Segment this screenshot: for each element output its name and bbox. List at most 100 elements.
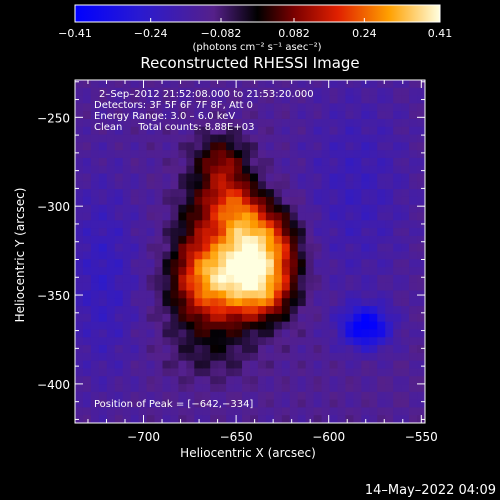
heatmap-cell [289,384,299,393]
heatmap-cell [98,274,108,284]
y-tick-label: −350 [37,289,70,303]
heatmap-cell [369,329,378,338]
heatmap-cell [337,157,347,167]
heatmap-cell [281,134,291,143]
heatmap-cell [345,165,355,175]
heatmap-cell [186,204,195,214]
heatmap-cell [242,360,251,370]
heatmap-cell [281,157,291,167]
heatmap-cell [281,103,291,112]
heatmap-cell [162,142,172,151]
heatmap-cell [186,329,195,338]
heatmap-cell [329,243,339,253]
heatmap-cell [210,298,219,307]
heatmap-cell [289,165,299,175]
heatmap-cell [313,134,323,143]
heatmap-cell [297,87,307,97]
heatmap-cell [401,80,410,89]
heatmap-cell [106,87,116,97]
heatmap-cell [369,407,378,416]
heatmap-cell [353,95,362,104]
heatmap-cell [210,376,219,385]
heatmap-cell [401,337,410,346]
heatmap-cell [409,212,418,221]
heatmap-cell [257,391,267,401]
heatmap-cell [265,329,275,338]
heatmap-cell [265,345,275,354]
heatmap-cell [353,267,362,276]
heatmap-cell [353,360,362,370]
plot-frame [74,79,426,424]
heatmap-cell [186,235,195,245]
heatmap-cell [226,212,235,221]
heatmap-cell [178,220,187,229]
heatmap-cell [313,189,323,198]
x-tick-label: −600 [312,430,345,444]
heatmap-cell [130,290,140,299]
heatmap-cell [369,274,378,284]
heatmap-cell [146,111,156,120]
heatmap-cell [186,376,195,385]
heatmap-cell [321,259,331,268]
heatmap-cell [273,274,283,284]
heatmap-cell [297,142,307,151]
heatmap-cell [273,126,283,136]
heatmap-cell [130,181,140,190]
heatmap-cell [353,142,362,151]
heatmap-cell [273,282,283,292]
heatmap-cell [265,267,275,276]
heatmap-cell [210,235,219,245]
heatmap-cell [146,415,156,423]
heatmap-cell [257,337,267,346]
heatmap-cell [321,142,331,151]
heatmap-cell [265,150,275,159]
heatmap-cell [273,352,283,362]
heatmap-cell [297,134,307,143]
heatmap-cell [146,134,156,143]
heatmap-cell [170,298,180,307]
heatmap-cell [98,235,108,245]
heatmap-cell [329,80,339,89]
heatmap-cell [82,111,92,120]
heatmap-cell [289,399,299,409]
heatmap-cell [154,407,164,416]
heatmap-cell [369,165,378,175]
heatmap-cell [146,243,156,253]
heatmap-cell [401,235,410,245]
heatmap-cell [138,87,148,97]
heatmap-cell [154,290,164,299]
heatmap-cell [337,111,347,120]
heatmap-cell [329,220,339,229]
heatmap-cell [218,87,227,97]
heatmap-cell [186,259,195,268]
heatmap-cell [345,259,355,268]
heatmap-cell [202,251,211,260]
heatmap-cell [194,267,203,276]
heatmap-cell [257,415,267,423]
heatmap-cell [385,290,394,299]
heatmap-cell [385,80,394,89]
heatmap-cell [409,235,418,245]
heatmap-cell [146,118,156,128]
heatmap-cell [361,376,370,385]
heatmap-cell [226,80,235,89]
heatmap-cell [98,306,108,315]
heatmap-cell [242,407,251,416]
heatmap-cell [329,306,339,315]
heatmap-cell [297,111,307,120]
heatmap-cell [130,87,140,97]
colorbar [74,4,441,23]
heatmap-cell [385,126,394,136]
heatmap-cell [75,251,84,260]
heatmap-cell [138,368,148,377]
heatmap-cell [250,267,259,276]
heatmap-cell [409,181,418,190]
heatmap-cell [106,313,116,323]
heatmap-cell [194,259,203,268]
heatmap-cell [146,282,156,292]
heatmap-cell [75,243,84,253]
heatmap-cell [369,95,378,104]
heatmap-cell [313,329,323,338]
heatmap-cell [257,306,267,315]
heatmap-cell [162,220,172,229]
